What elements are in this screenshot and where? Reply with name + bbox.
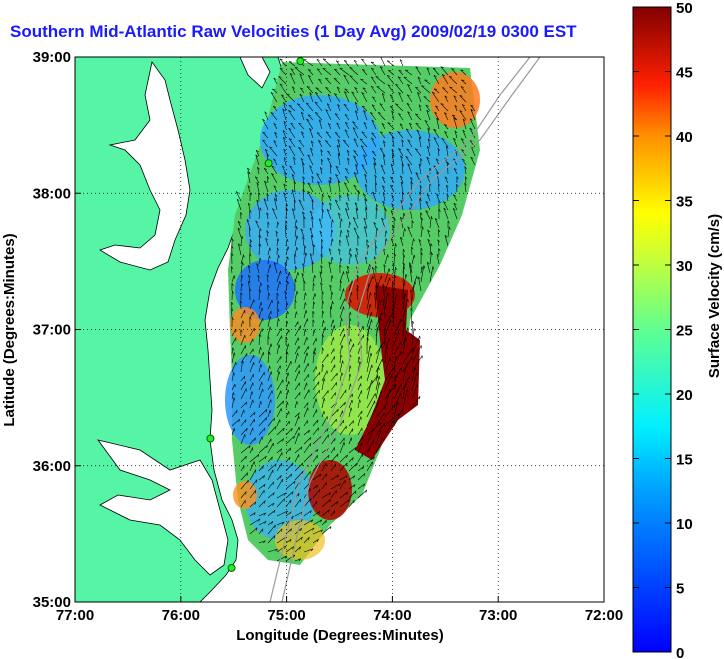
chesapeake-bay [99,61,191,271]
isobath-line [269,57,531,602]
velocity-vectors [230,57,476,562]
x-tick-label: 77:00 [56,607,94,624]
x-tick-label: 73:00 [479,607,517,624]
y-axis-ticks: 39:00 38:00 37:00 36:00 35:00 [33,49,81,611]
colorbar-tick-label: 35 [676,194,693,211]
delaware-bay [239,57,271,89]
y-tick-label: 35:00 [33,594,71,611]
isobath-line-outer [281,57,541,602]
x-tick-label: 72:00 [585,607,623,624]
colorbar-tick-label: 50 [676,0,693,17]
station-outer-banks-south [227,563,236,572]
pamlico-sound [97,439,229,576]
station-outer-banks-north [206,434,215,443]
station-markers [206,57,305,572]
colorbar-tick-label: 0 [676,645,684,659]
y-tick-label: 38:00 [33,185,71,202]
colorbar-tick-label: 5 [676,581,684,598]
colorbar-label: Surface Velocity (cm/s) [706,214,723,378]
x-tick-label: 76:00 [162,607,200,624]
colorbar-ticks: 0 5 10 15 20 25 30 35 40 45 50 [633,0,693,659]
y-tick-label: 36:00 [33,458,71,475]
colorbar [632,6,672,653]
colorbar-tick-label: 15 [676,452,693,469]
x-axis-label: Longitude (Degrees:Minutes) [236,627,444,644]
x-axis-ticks: 77:00 76:00 75:00 74:00 73:00 72:00 [56,596,623,624]
y-tick-label: 37:00 [33,322,71,339]
colorbar-tick-label: 40 [676,129,693,146]
y-tick-label: 39:00 [33,49,71,66]
y-axis-label: Latitude (Degrees:Minutes) [1,233,18,426]
colorbar-tick-label: 45 [676,65,693,82]
station-delaware [264,159,273,168]
station-north [296,57,305,66]
colorbar-tick-label: 10 [676,516,693,533]
colorbar-tick-label: 30 [676,258,693,275]
grid-lines [75,57,604,602]
colorbar-tick-label: 20 [676,387,693,404]
chart-title: Southern Mid-Atlantic Raw Velocities (1 … [10,22,577,41]
x-tick-label: 74:00 [373,607,411,624]
colorbar-tick-label: 25 [676,323,693,340]
x-tick-label: 75:00 [267,607,305,624]
